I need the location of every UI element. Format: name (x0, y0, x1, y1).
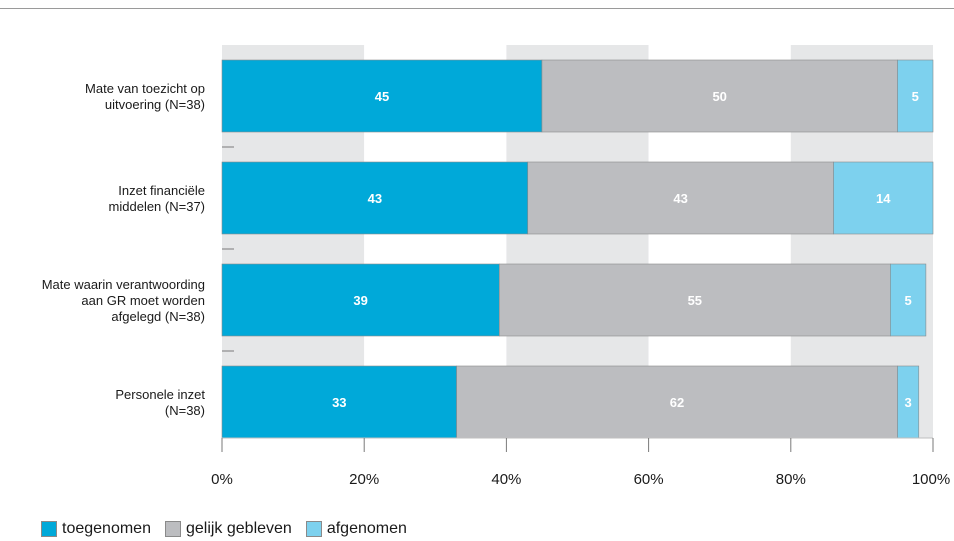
legend-item: afgenomen (305, 520, 407, 538)
bar-value-label: 33 (332, 395, 346, 410)
legend-swatch (305, 521, 322, 537)
bar-value-label: 3 (904, 395, 911, 410)
top-divider (0, 8, 954, 9)
bar-segment (890, 263, 927, 337)
bar-segment (833, 161, 934, 235)
legend: toegenomen gelijk gebleven afgenomen (41, 520, 407, 538)
legend-label: gelijk gebleven (185, 520, 292, 537)
x-tick-label: 80% (776, 471, 806, 488)
bar-value-label: 5 (904, 293, 911, 308)
legend-label: toegenomen (62, 520, 151, 537)
x-tick-label: 100% (912, 471, 950, 488)
bar-segment (221, 263, 500, 337)
bar-segment (527, 161, 834, 235)
legend-item: gelijk gebleven (164, 520, 292, 538)
bar-value-label: 39 (353, 293, 367, 308)
x-tick-label: 20% (349, 471, 379, 488)
x-tick-label: 40% (491, 471, 521, 488)
bar-segment (498, 263, 891, 337)
bar-value-label: 14 (876, 191, 891, 206)
x-tick-label: 60% (634, 471, 664, 488)
bar-value-label: 55 (688, 293, 702, 308)
bar-value-label: 43 (673, 191, 687, 206)
bar-segment (897, 59, 934, 133)
category-label: Inzet financiële middelen (N=37) (109, 183, 205, 214)
category-label: Mate van toezicht op uitvoering (N=38) (85, 81, 205, 112)
legend-label: afgenomen (326, 520, 407, 537)
bar-segment (541, 59, 898, 133)
category-labels: Mate van toezicht op uitvoering (N=38) Inz… (42, 81, 234, 418)
category-label: Personele inzet (N=38) (115, 387, 205, 418)
legend-item: toegenomen (41, 520, 151, 538)
bar-value-label: 50 (712, 89, 726, 104)
x-tick-label: 0% (211, 471, 233, 488)
category-label: Mate waarin verantwoording aan GR moet wo… (42, 277, 205, 324)
bar-value-label: 62 (670, 395, 684, 410)
bar-segment (221, 161, 529, 235)
legend-swatch (164, 521, 181, 537)
bar-segment (221, 59, 543, 133)
bar-value-label: 45 (375, 89, 389, 104)
bar-value-label: 43 (368, 191, 382, 206)
bar-segment (456, 365, 898, 439)
x-axis: 0% 20% 40% 60% 80% 100% (211, 437, 950, 488)
legend-swatch (41, 521, 57, 537)
bar-value-label: 5 (912, 89, 919, 104)
